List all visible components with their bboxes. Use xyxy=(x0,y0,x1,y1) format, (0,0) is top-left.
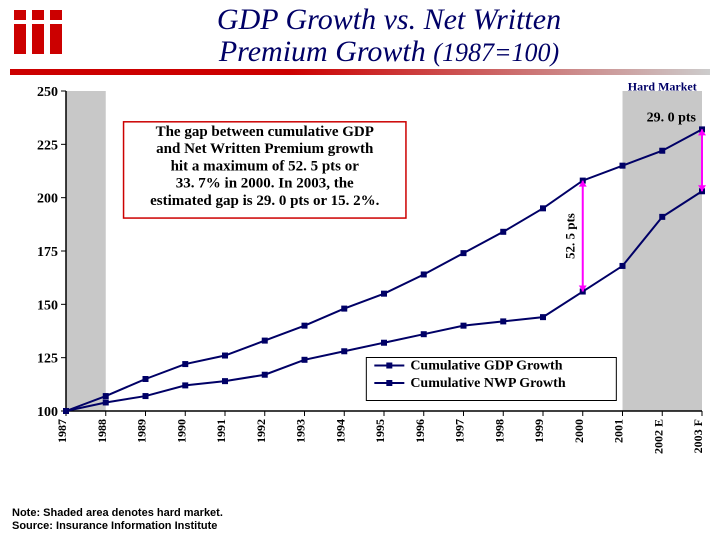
gradient-divider xyxy=(10,69,710,75)
svg-text:1999: 1999 xyxy=(532,419,546,443)
header: GDP Growth vs. Net Written Premium Growt… xyxy=(0,0,720,67)
svg-text:225: 225 xyxy=(37,138,58,153)
svg-text:2000: 2000 xyxy=(572,419,586,443)
svg-text:and Net Written Premium growth: and Net Written Premium growth xyxy=(156,141,374,157)
svg-text:1987: 1987 xyxy=(55,419,69,443)
svg-text:1989: 1989 xyxy=(135,419,149,443)
footnotes: Note: Shaded area denotes hard market. S… xyxy=(12,507,223,535)
title-line-2b: (1987=100) xyxy=(433,38,559,67)
title-line-2a: Premium Growth xyxy=(219,35,433,68)
svg-text:1996: 1996 xyxy=(413,419,427,443)
chart-container: 100 125 150 175 200 225 250 1987 1988 1989 1990 199… xyxy=(10,81,710,481)
svg-text:hit a maximum of 52. 5 pts or: hit a maximum of 52. 5 pts or xyxy=(171,158,360,174)
svg-text:2002 E: 2002 E xyxy=(651,419,665,454)
svg-text:Cumulative NWP Growth: Cumulative NWP Growth xyxy=(410,376,566,391)
svg-text:29. 0 pts: 29. 0 pts xyxy=(647,110,697,125)
svg-text:150: 150 xyxy=(37,298,58,313)
svg-text:100: 100 xyxy=(37,405,58,420)
svg-text:1988: 1988 xyxy=(95,419,109,443)
svg-text:1998: 1998 xyxy=(492,419,506,443)
svg-text:estimated gap is 29. 0 pts or: estimated gap is 29. 0 pts or 15. 2%. xyxy=(150,193,380,209)
svg-text:1991: 1991 xyxy=(214,419,228,443)
svg-text:Hard Market: Hard Market xyxy=(628,81,697,94)
svg-text:250: 250 xyxy=(37,85,58,100)
svg-text:1994: 1994 xyxy=(333,419,347,443)
line-chart: 100 125 150 175 200 225 250 1987 1988 1989 1990 199… xyxy=(10,81,710,481)
svg-text:1992: 1992 xyxy=(254,419,268,443)
svg-text:33. 7% in 2000. In 2003, the: 33. 7% in 2000. In 2003, the xyxy=(176,176,354,192)
svg-text:52. 5 pts: 52. 5 pts xyxy=(563,213,578,259)
svg-text:2003 F: 2003 F xyxy=(691,419,705,453)
iii-logo-icon xyxy=(10,10,68,54)
title-line-1: GDP Growth vs. Net Written xyxy=(217,3,561,36)
footnote-1: Note: Shaded area denotes hard market. xyxy=(12,507,223,521)
svg-text:1990: 1990 xyxy=(174,419,188,443)
svg-text:Cumulative GDP Growth: Cumulative GDP Growth xyxy=(410,359,562,374)
svg-text:175: 175 xyxy=(37,245,58,260)
svg-text:1997: 1997 xyxy=(453,419,467,443)
page-title: GDP Growth vs. Net Written Premium Growt… xyxy=(68,4,710,67)
svg-text:2001: 2001 xyxy=(612,419,626,443)
svg-text:200: 200 xyxy=(37,192,58,207)
svg-text:1995: 1995 xyxy=(373,419,387,443)
footnote-2: Source: Insurance Information Institute xyxy=(12,520,223,534)
svg-text:125: 125 xyxy=(37,352,58,367)
svg-text:The gap between cumulative GDP: The gap between cumulative GDP xyxy=(156,124,374,140)
svg-text:1993: 1993 xyxy=(294,419,308,443)
